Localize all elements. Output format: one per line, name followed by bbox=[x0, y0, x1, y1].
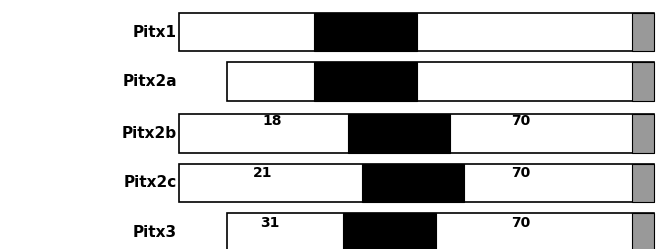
Bar bbox=[362, 164, 464, 202]
Bar bbox=[632, 213, 654, 251]
Bar bbox=[180, 13, 654, 51]
Bar bbox=[632, 164, 654, 202]
Text: 18: 18 bbox=[262, 114, 281, 128]
Text: 97: 97 bbox=[403, 215, 422, 230]
Bar bbox=[226, 213, 654, 251]
Bar bbox=[180, 164, 654, 202]
Bar bbox=[314, 62, 417, 101]
Bar bbox=[180, 114, 654, 152]
Text: 31: 31 bbox=[260, 215, 279, 230]
Text: Pitx3: Pitx3 bbox=[133, 225, 177, 240]
Text: Pitx2a: Pitx2a bbox=[122, 74, 177, 89]
Text: Pitx1: Pitx1 bbox=[133, 25, 177, 40]
Text: 21: 21 bbox=[253, 166, 272, 180]
Text: 97: 97 bbox=[389, 166, 408, 180]
Text: Pitx2b: Pitx2b bbox=[122, 126, 177, 141]
Text: Pitx2c: Pitx2c bbox=[123, 175, 177, 190]
Bar bbox=[632, 62, 654, 101]
Bar bbox=[226, 62, 654, 101]
Bar bbox=[343, 213, 436, 251]
Bar bbox=[632, 114, 654, 152]
Bar bbox=[632, 13, 654, 51]
Text: 70: 70 bbox=[511, 114, 531, 128]
Text: 70: 70 bbox=[511, 166, 531, 180]
Text: 97: 97 bbox=[356, 114, 375, 128]
Text: 70: 70 bbox=[511, 215, 531, 230]
Bar bbox=[314, 13, 417, 51]
Bar bbox=[348, 114, 450, 152]
